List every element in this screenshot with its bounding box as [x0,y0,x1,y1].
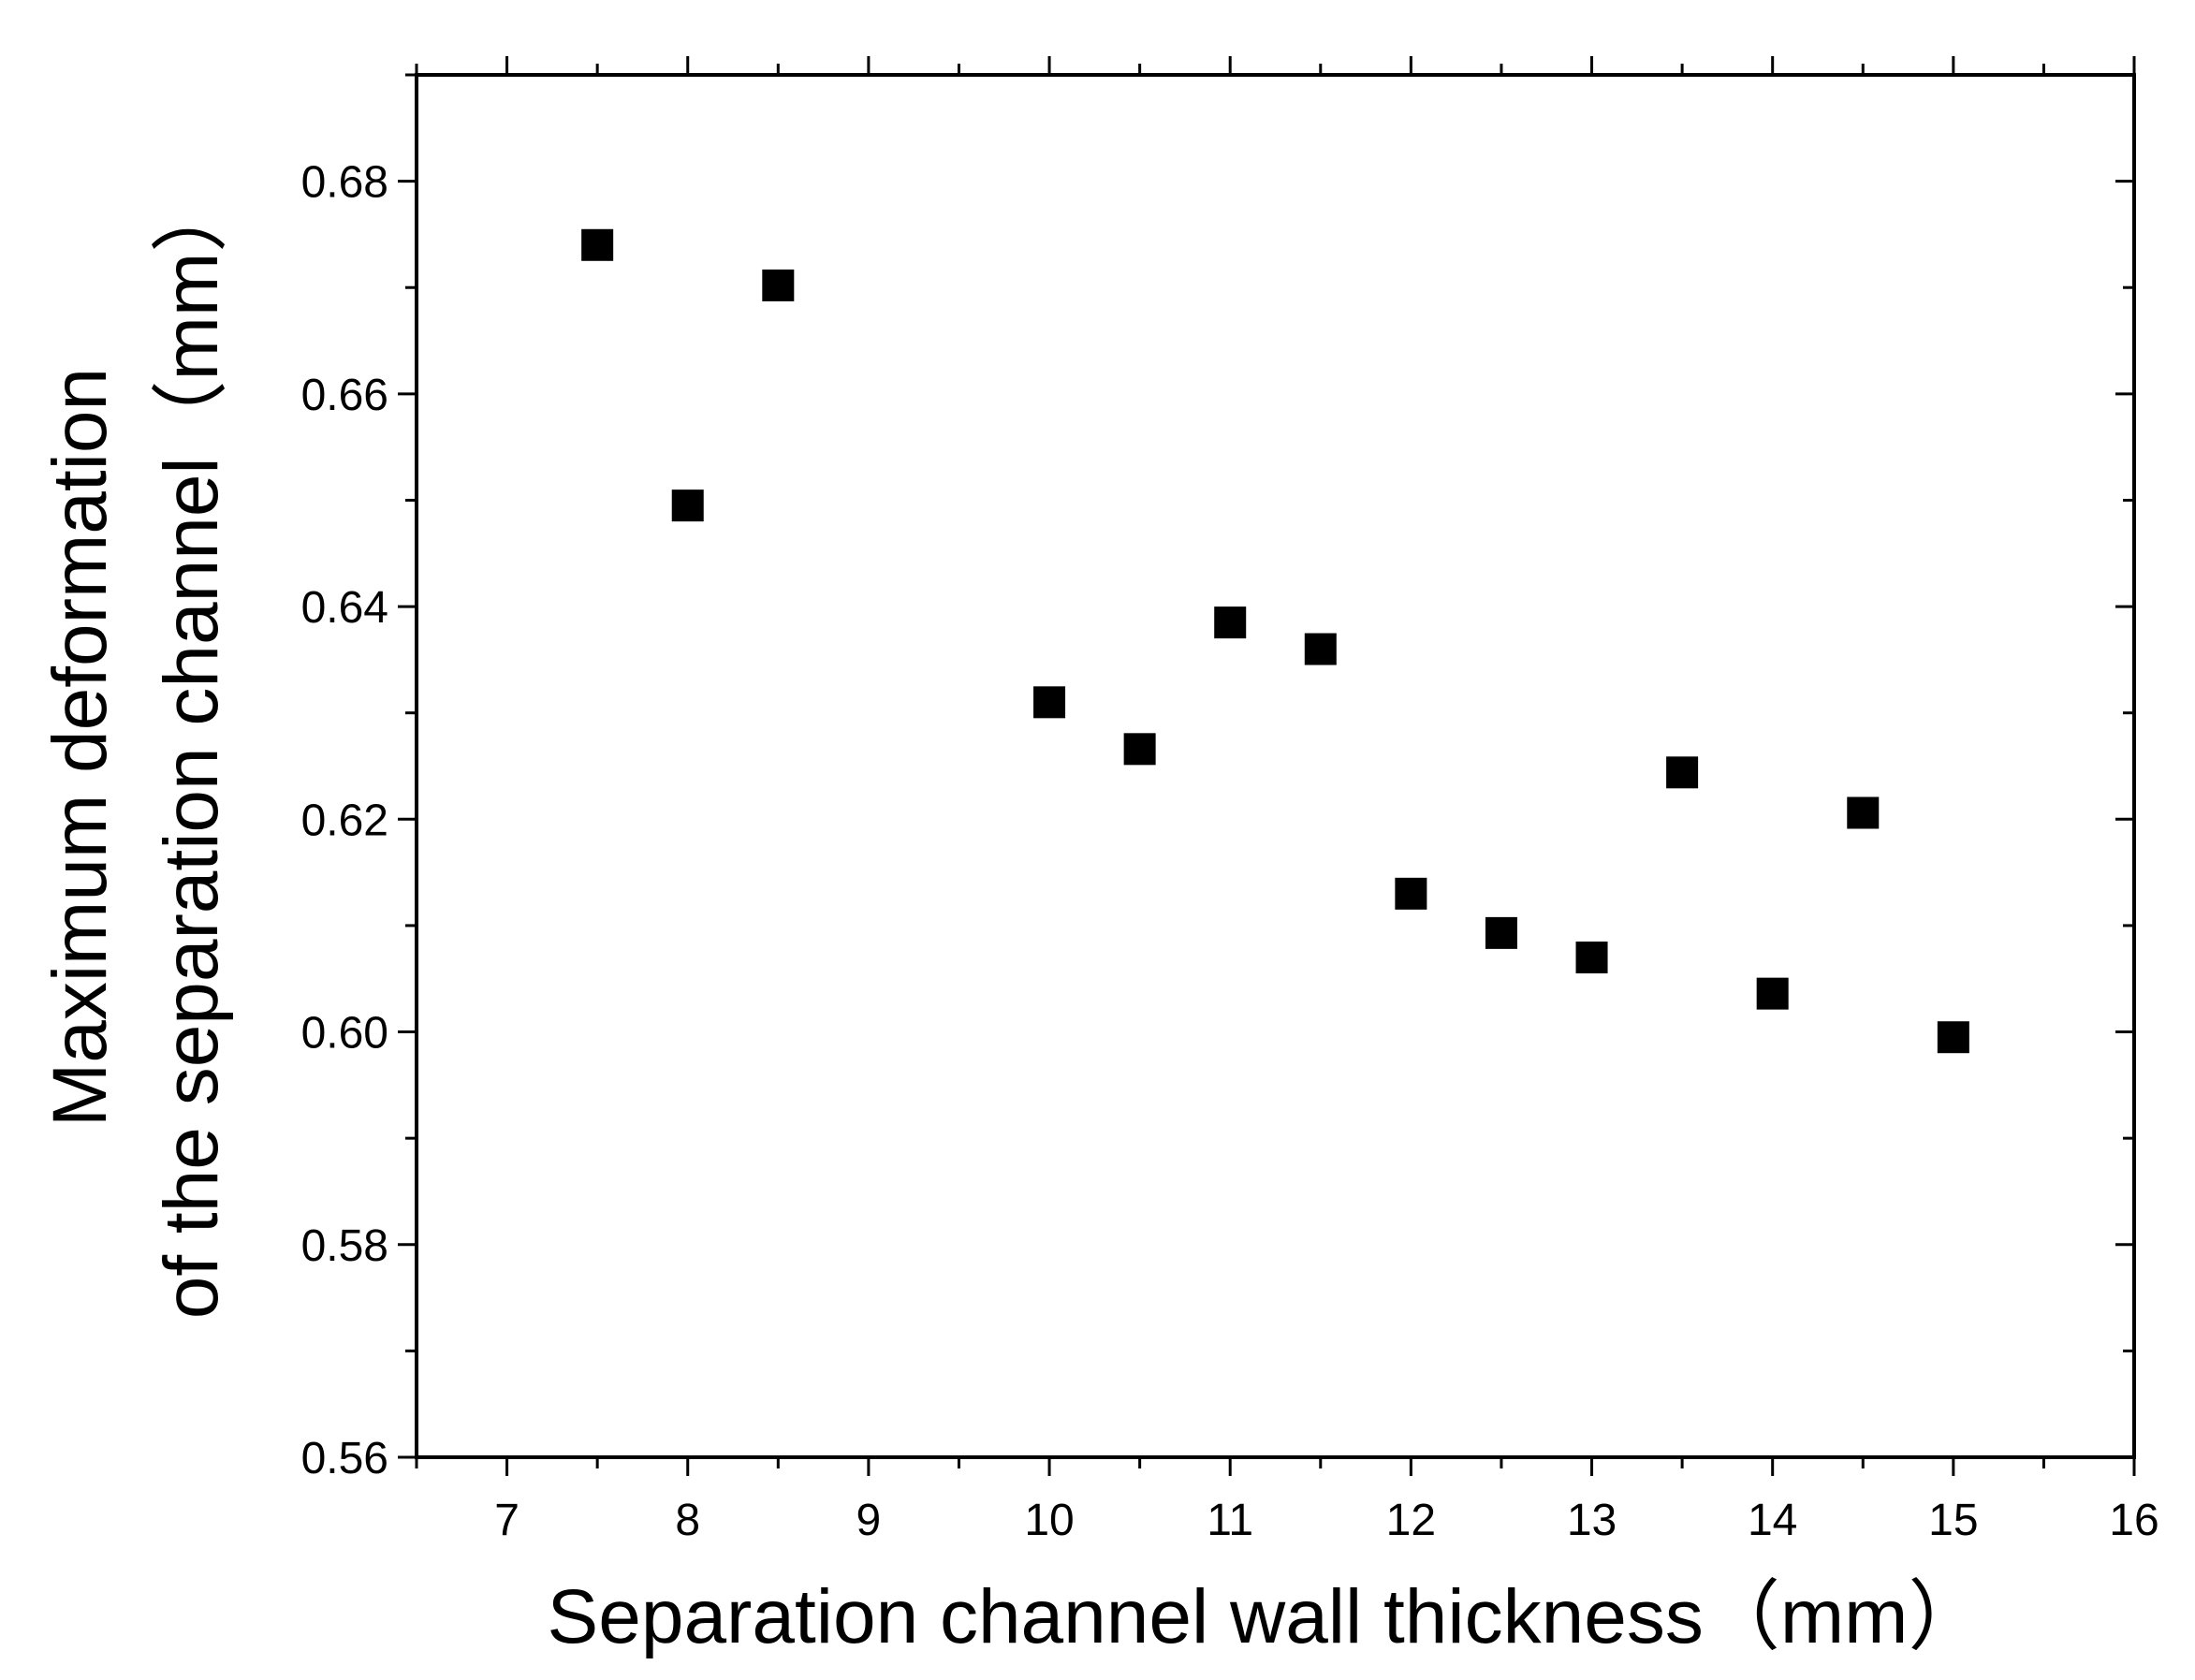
y-tick-label: 0.60 [301,1009,388,1059]
y-axis-title-line2: of the separation channel（mm） [149,176,234,1320]
x-tick-label: 15 [1928,1496,1978,1545]
plot-frame [415,73,2136,1459]
x-tick-label: 9 [856,1496,882,1545]
x-tick-label: 7 [494,1496,519,1545]
x-tick-label: 14 [1748,1496,1797,1545]
data-point [762,269,795,301]
data-point [1756,977,1789,1010]
data-point [1666,756,1699,789]
x-tick-label: 8 [675,1496,700,1545]
y-tick-label: 0.64 [301,583,388,633]
data-point [1937,1021,1969,1054]
y-axis-title: Maximum deformation of the separation ch… [37,176,234,1320]
data-point [1575,942,1608,974]
data-point [1485,916,1517,949]
y-tick-label: 0.62 [301,796,388,845]
data-point [1395,877,1427,910]
y-tick-label: 0.58 [301,1221,388,1271]
data-point [671,489,704,522]
x-tick-labels: 7 8 9 10 11 12 13 14 15 16 [494,1496,2158,1545]
data-point [1304,633,1337,665]
data-point [1033,686,1066,719]
data-point [1847,796,1880,829]
y-tick-labels: 0.56 0.58 0.60 0.62 0.64 0.66 0.68 [301,158,388,1483]
x-tick-label: 12 [1386,1496,1436,1545]
data-point [581,228,614,261]
data-point [1123,733,1156,766]
x-tick-label: 13 [1567,1496,1617,1545]
x-tick-label: 16 [2109,1496,2158,1545]
major-ticks [398,56,2136,1476]
y-tick-label: 0.68 [301,158,388,208]
x-axis-title: Separation channel wall thickness（mm） [548,1574,1985,1659]
y-tick-label: 0.56 [301,1434,388,1483]
x-tick-label: 10 [1024,1496,1074,1545]
minor-ticks [405,64,2134,1468]
x-tick-label: 11 [1207,1496,1253,1545]
y-axis-title-line1: Maximum deformation [37,368,123,1127]
data-points [581,228,1969,1054]
y-tick-label: 0.66 [301,371,388,420]
data-point [1214,606,1247,639]
